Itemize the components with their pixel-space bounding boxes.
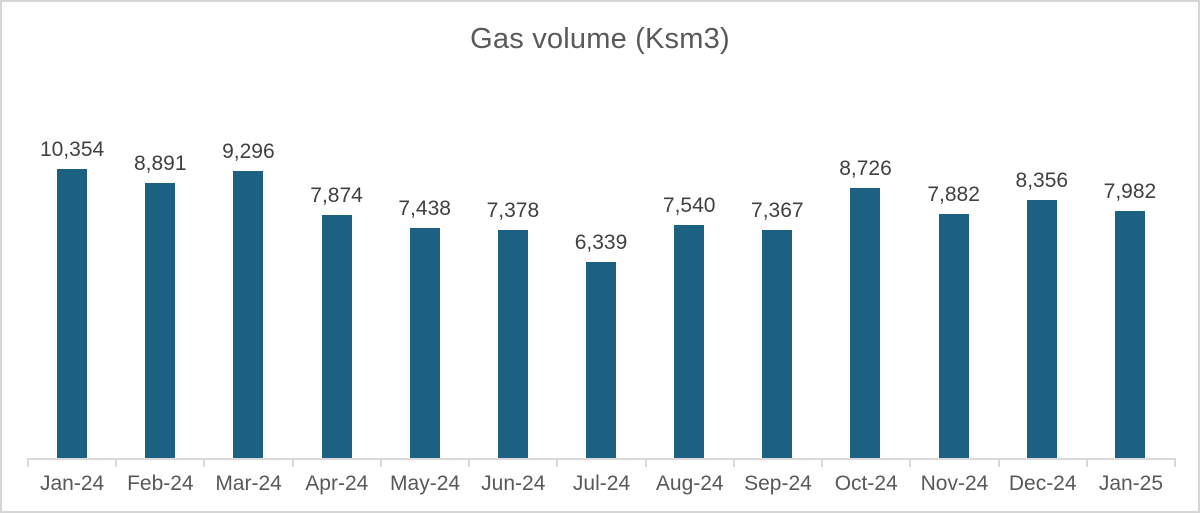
bar[interactable] — [850, 188, 881, 458]
data-label: 7,982 — [1103, 179, 1157, 203]
bar[interactable] — [586, 262, 617, 458]
x-axis-label: Jan-25 — [1098, 472, 1164, 495]
data-label: 7,540 — [662, 193, 716, 217]
axis-tick — [1085, 458, 1088, 467]
x-axis-label: Apr-24 — [305, 472, 369, 495]
bar[interactable] — [145, 183, 176, 458]
x-axis-line — [28, 458, 1175, 460]
data-label: 7,367 — [751, 198, 804, 222]
axis-tick — [821, 458, 824, 467]
x-axis-label: Jun-24 — [481, 472, 546, 495]
x-axis-label: Nov-24 — [920, 472, 989, 495]
x-axis-label: Sep-24 — [744, 472, 812, 495]
data-label: 8,891 — [133, 151, 187, 175]
data-label: 7,378 — [486, 198, 540, 222]
bar[interactable] — [1026, 200, 1057, 458]
bar-column: 7,378 — [469, 138, 557, 458]
plot-area: 10,354 8,891 9,296 7,874 7,438 7,378 6,339 7,54… — [28, 138, 1174, 458]
axis-tick — [997, 458, 1000, 467]
bar-column: 7,367 — [733, 138, 821, 458]
x-axis-label: May-24 — [390, 472, 461, 495]
x-axis-label: Aug-24 — [655, 472, 724, 495]
axis-tick — [1174, 458, 1176, 467]
bar[interactable] — [57, 169, 88, 458]
bar-column: 6,339 — [557, 138, 645, 458]
data-label: 7,882 — [927, 182, 980, 206]
x-axis-label: Dec-24 — [1008, 472, 1077, 495]
bar[interactable] — [938, 214, 969, 458]
axis-tick — [291, 458, 294, 467]
bar[interactable] — [762, 230, 793, 458]
bar[interactable] — [497, 230, 528, 458]
bar-column: 10,354 — [28, 138, 116, 458]
bar-column: 7,982 — [1086, 138, 1174, 458]
data-label: 9,296 — [222, 139, 275, 163]
bar-column: 7,882 — [910, 138, 998, 458]
bar[interactable] — [674, 225, 705, 458]
bar[interactable] — [1114, 211, 1145, 458]
x-axis-label: Feb-24 — [127, 472, 194, 495]
data-label: 10,354 — [39, 138, 105, 161]
bar[interactable] — [233, 171, 264, 458]
data-label: 7,874 — [310, 183, 363, 207]
bar-column: 8,726 — [821, 138, 909, 458]
x-axis-label: Oct-24 — [834, 472, 898, 495]
bar-column: 7,540 — [645, 138, 733, 458]
axis-tick — [468, 458, 471, 467]
data-label: 7,438 — [398, 196, 451, 220]
axis-tick — [732, 458, 735, 467]
bar-column: 9,296 — [204, 138, 292, 458]
bar-column: 8,891 — [116, 138, 204, 458]
axis-tick — [203, 458, 206, 467]
axis-tick — [27, 458, 29, 467]
x-axis-label: Jul-24 — [572, 472, 631, 495]
axis-tick — [379, 458, 382, 467]
x-axis-label-row: Jan-24 Feb-24 Mar-24 Apr-24 May-24 Jun-24 Jul-… — [28, 471, 1175, 496]
bar-column: 7,438 — [381, 138, 469, 458]
axis-tick — [644, 458, 647, 467]
data-label: 8,726 — [839, 156, 892, 180]
chart-title: Gas volume (Ksm3) — [470, 23, 730, 55]
data-label: 8,356 — [1015, 168, 1069, 192]
axis-tick — [115, 458, 118, 467]
x-axis-label: Mar-24 — [215, 472, 282, 495]
bar-column: 8,356 — [998, 138, 1086, 458]
bar[interactable] — [409, 228, 440, 458]
x-axis-label: Jan-24 — [40, 472, 105, 495]
bar-column: 7,874 — [292, 138, 380, 458]
bar[interactable] — [321, 215, 352, 458]
axis-tick — [556, 458, 559, 467]
data-label: 6,339 — [574, 230, 628, 254]
axis-tick — [909, 458, 912, 467]
